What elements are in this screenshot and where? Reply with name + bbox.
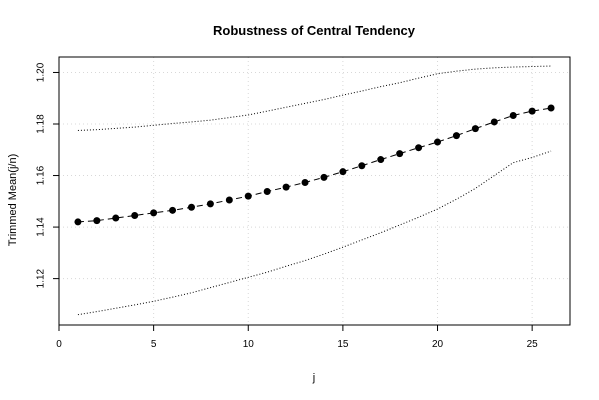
series-1-point — [225, 196, 233, 204]
x-axis-label: j — [312, 372, 315, 384]
series-1-point — [471, 125, 479, 133]
series-1-point — [490, 118, 498, 126]
series-1-point — [358, 162, 366, 170]
y-axis-label: Trimmed Mean(j/n) — [7, 154, 19, 247]
x-tick-label: 10 — [243, 339, 255, 350]
y-tick-label: 1.20 — [36, 62, 47, 82]
y-tick-label: 1.16 — [36, 165, 47, 185]
grid-lines — [58, 57, 570, 325]
series-2-line — [77, 65, 552, 131]
series-1-point — [377, 156, 385, 164]
series-1-point — [282, 183, 290, 191]
x-tick-label: 15 — [337, 339, 349, 350]
series-1-point — [415, 144, 423, 152]
series-3-line — [77, 150, 552, 316]
series-1-point — [131, 211, 139, 219]
series-1-point — [320, 173, 328, 181]
series-1-point — [93, 217, 101, 225]
y-tick-label: 1.14 — [36, 217, 47, 237]
plot-frame — [58, 56, 571, 326]
series-1-point — [434, 138, 442, 146]
series-1-point — [396, 150, 404, 158]
chart-title: Robustness of Central Tendency — [213, 23, 416, 38]
x-tick-label: 25 — [527, 339, 539, 350]
series-1-point — [301, 178, 309, 186]
series-1-point — [187, 203, 195, 211]
x-tick-label: 5 — [151, 339, 157, 350]
series-1-point — [339, 168, 347, 176]
series-1-point — [74, 218, 82, 226]
series-1-point — [263, 188, 271, 196]
series-1-point — [452, 132, 460, 140]
series-1-point — [206, 200, 214, 208]
series-1-point — [244, 192, 252, 200]
y-tick-label: 1.12 — [36, 268, 47, 288]
y-tick-label: 1.18 — [36, 114, 47, 134]
series-1-point — [528, 107, 536, 115]
series-1-point — [150, 209, 158, 217]
series-1-point — [547, 104, 555, 112]
series-1-point — [112, 214, 120, 222]
series-1-point — [509, 111, 517, 119]
x-tick-label: 0 — [56, 339, 62, 350]
x-tick-label: 20 — [432, 339, 444, 350]
axes: 0 5 10 15 20 25 1.12 1.14 1.16 1.18 1.20 — [36, 62, 539, 350]
series-1-point — [169, 206, 177, 214]
series-1-line — [77, 107, 552, 223]
series-layer — [74, 65, 555, 316]
